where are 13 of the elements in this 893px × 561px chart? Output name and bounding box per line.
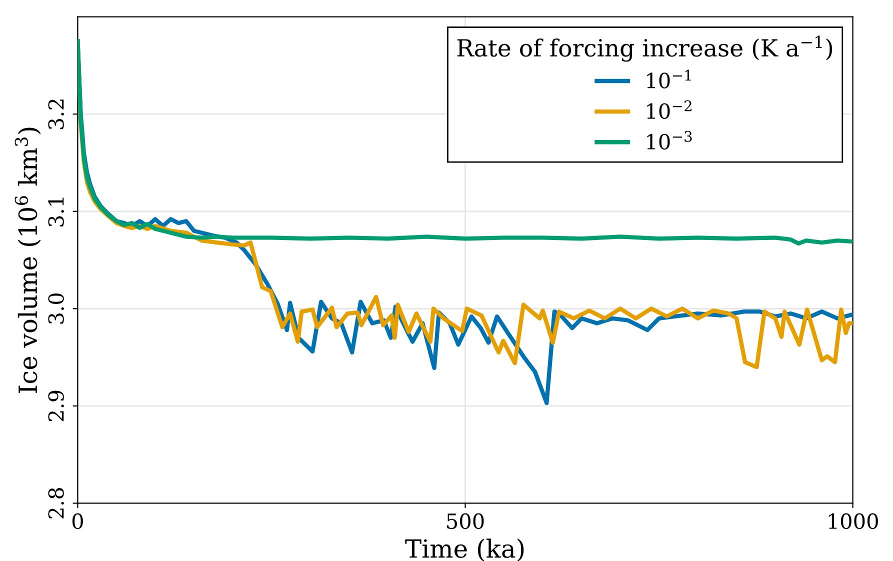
x-tick-label: 1000 xyxy=(828,513,878,530)
x-tick-label: 0 xyxy=(72,513,83,530)
y-tick-label: 3.0 xyxy=(48,293,64,324)
y-tick-label: 2.9 xyxy=(48,390,64,422)
y-tick-label: 2.8 xyxy=(48,488,64,518)
legend-label: 10$^{−1}$ xyxy=(647,70,691,88)
legend-title: Rate of forcing increase (K a$^{−1}$) xyxy=(457,36,832,62)
y-tick-label: 3.1 xyxy=(48,198,64,226)
y-axis-title: Ice volume (10$^{6}$ km$^{3}$) xyxy=(14,128,41,393)
legend-label: 10$^{−3}$ xyxy=(647,130,692,150)
x-tick-label: 500 xyxy=(447,513,484,530)
legend-label: 10$^{−2}$ xyxy=(647,100,692,119)
y-tick-label: 3.2 xyxy=(48,100,64,130)
